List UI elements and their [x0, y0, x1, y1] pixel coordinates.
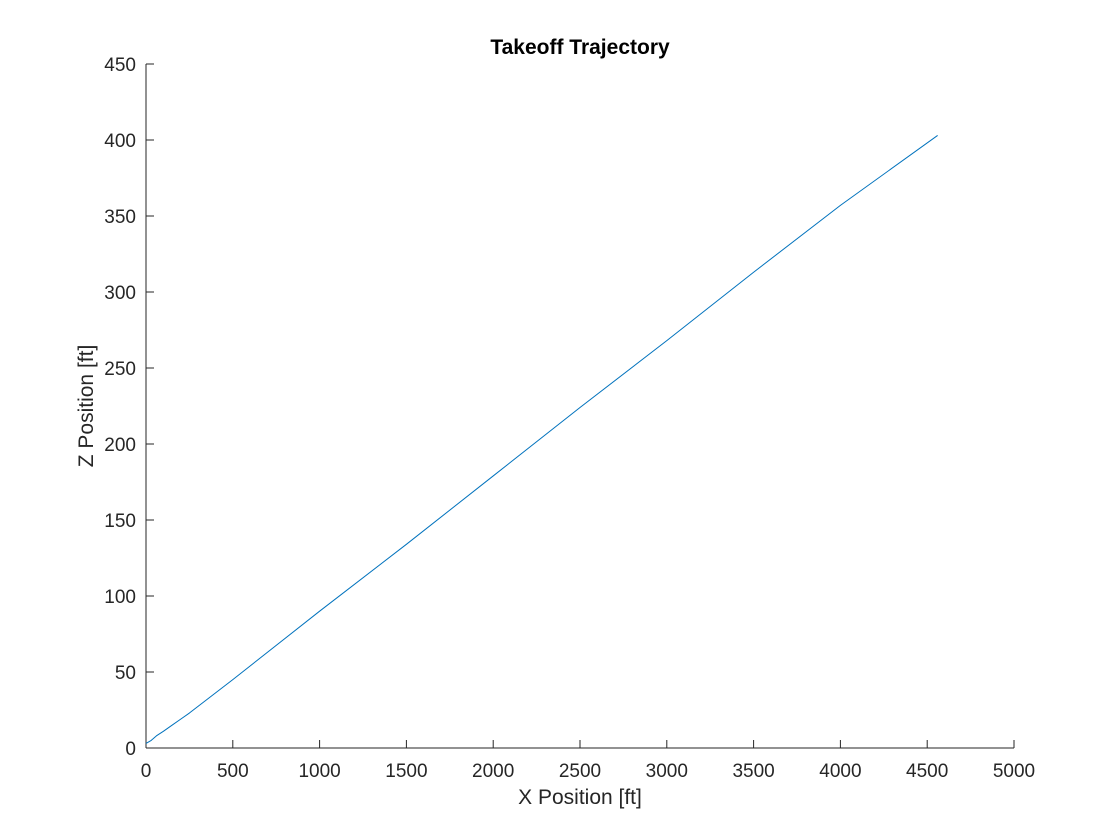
y-tick-label: 450 — [104, 55, 136, 76]
x-tick-label: 2500 — [559, 761, 601, 782]
trajectory-line — [145, 135, 938, 744]
x-tick-label: 1500 — [385, 761, 427, 782]
y-tick-label: 150 — [104, 511, 136, 532]
y-tick-label: 350 — [104, 207, 136, 228]
y-tick-label: 250 — [104, 359, 136, 380]
plot-series — [145, 135, 938, 744]
chart-title: Takeoff Trajectory — [490, 36, 670, 59]
x-tick-label: 2000 — [472, 761, 514, 782]
y-tick-label: 0 — [125, 739, 136, 760]
x-tick-label: 3500 — [732, 761, 774, 782]
axes: 0 500 1000 1500 2000 2500 3000 3500 4000 4500 5000… — [104, 55, 1035, 782]
x-tick-label: 1000 — [298, 761, 340, 782]
x-tick-label: 500 — [217, 761, 249, 782]
x-axis-label: X Position [ft] — [518, 786, 642, 809]
x-tick-label: 3000 — [646, 761, 688, 782]
y-tick-label: 300 — [104, 283, 136, 304]
x-tick-label: 4000 — [819, 761, 861, 782]
y-tick-label: 400 — [104, 131, 136, 152]
y-tick-label: 200 — [104, 435, 136, 456]
y-tick-label: 50 — [115, 663, 136, 684]
x-tick-label: 5000 — [993, 761, 1035, 782]
x-tick-label: 4500 — [906, 761, 948, 782]
y-tick-label: 100 — [104, 587, 136, 608]
y-axis-label: Z Position [ft] — [75, 345, 98, 468]
x-tick-label: 0 — [141, 761, 152, 782]
